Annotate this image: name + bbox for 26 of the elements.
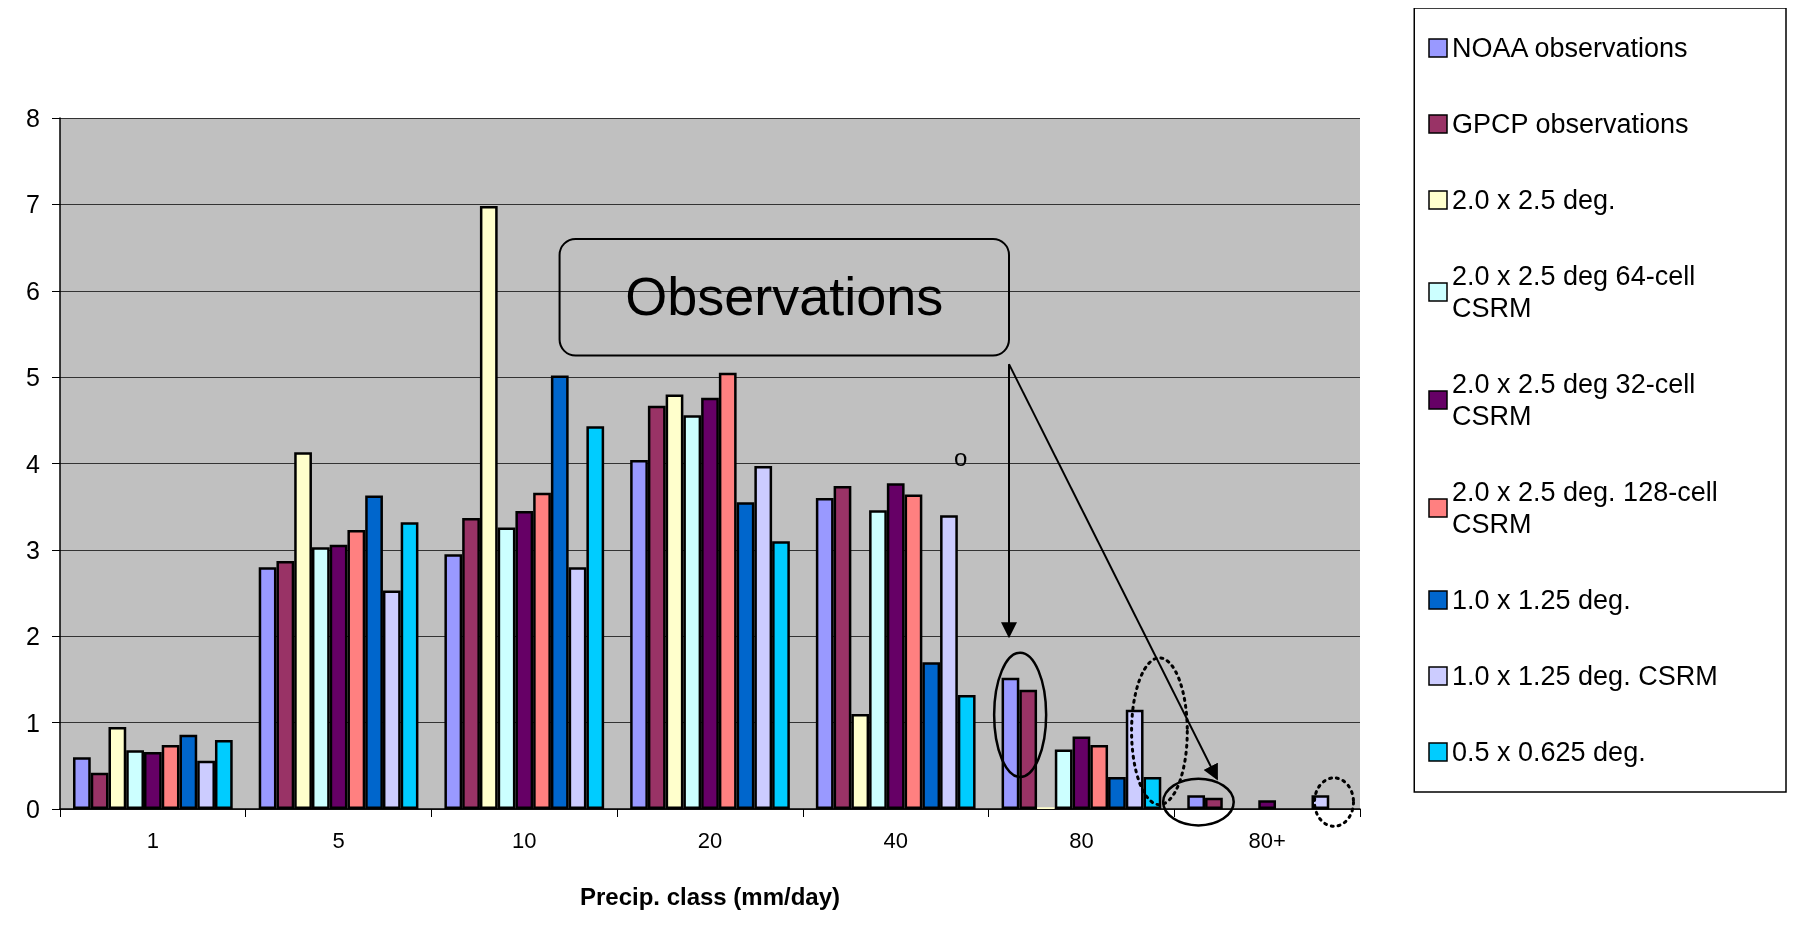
y-tick-label: 1 [26,708,40,737]
legend-label: 1.0 x 1.25 deg. CSRM [1452,661,1718,691]
y-tick-label: 6 [26,276,40,305]
y-tick-label: 2 [26,622,40,651]
x-axis-title: Precip. class (mm/day) [579,882,841,910]
y-tick-label: 0 [26,795,40,823]
x-tick-label: 20 [697,827,723,853]
x-tick-label: 5 [332,827,345,853]
x-tick-label: 80+ [1248,827,1286,853]
y-tick-label: 8 [26,104,40,132]
y-tick-label: 5 [26,363,40,392]
legend-label: 2.0 x 2.5 deg 64-cell CSRM [1452,261,1703,323]
x-tick-label: 40 [883,827,908,853]
y-tick-label: 3 [26,535,40,564]
legend-label: 2.0 x 2.5 deg. 128-cell CSRM [1452,477,1726,539]
legend-label: NOAA observations [1452,33,1688,63]
x-tick-label: 1 [146,827,159,853]
y-tick-label: 4 [26,449,41,478]
legend-label: 1.0 x 1.25 deg. [1452,585,1631,615]
legend-label: GPCP observations [1452,109,1689,139]
y-tick-label: 7 [26,190,40,219]
legend-label: 2.0 x 2.5 deg 32-cell CSRM [1452,369,1703,431]
legend-label: 2.0 x 2.5 deg. [1452,185,1616,215]
legend-label: 0.5 x 0.625 deg. [1452,737,1646,767]
x-tick-label: 10 [512,827,537,853]
x-tick-label: 80 [1069,827,1094,853]
